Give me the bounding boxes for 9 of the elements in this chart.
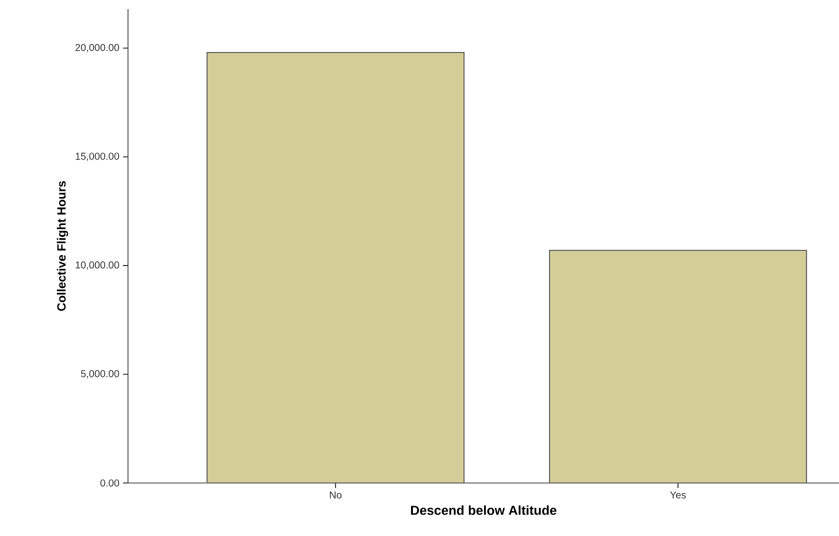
x-tick-label: No	[330, 492, 342, 498]
y-tick-label: 10,000.00	[76, 261, 120, 270]
x-tick-label: Yes	[670, 492, 686, 498]
x-axis-title: Descend below Altitude	[411, 505, 556, 515]
y-tick-label: 20,000.00	[75, 44, 120, 52]
y-tick-label: 15,000.00	[76, 152, 120, 161]
y-tick-label: 5,000.00	[80, 370, 120, 378]
y-tick-label: 0.00	[100, 479, 120, 487]
y-axis-title: Collective Flight Hours	[56, 181, 68, 311]
